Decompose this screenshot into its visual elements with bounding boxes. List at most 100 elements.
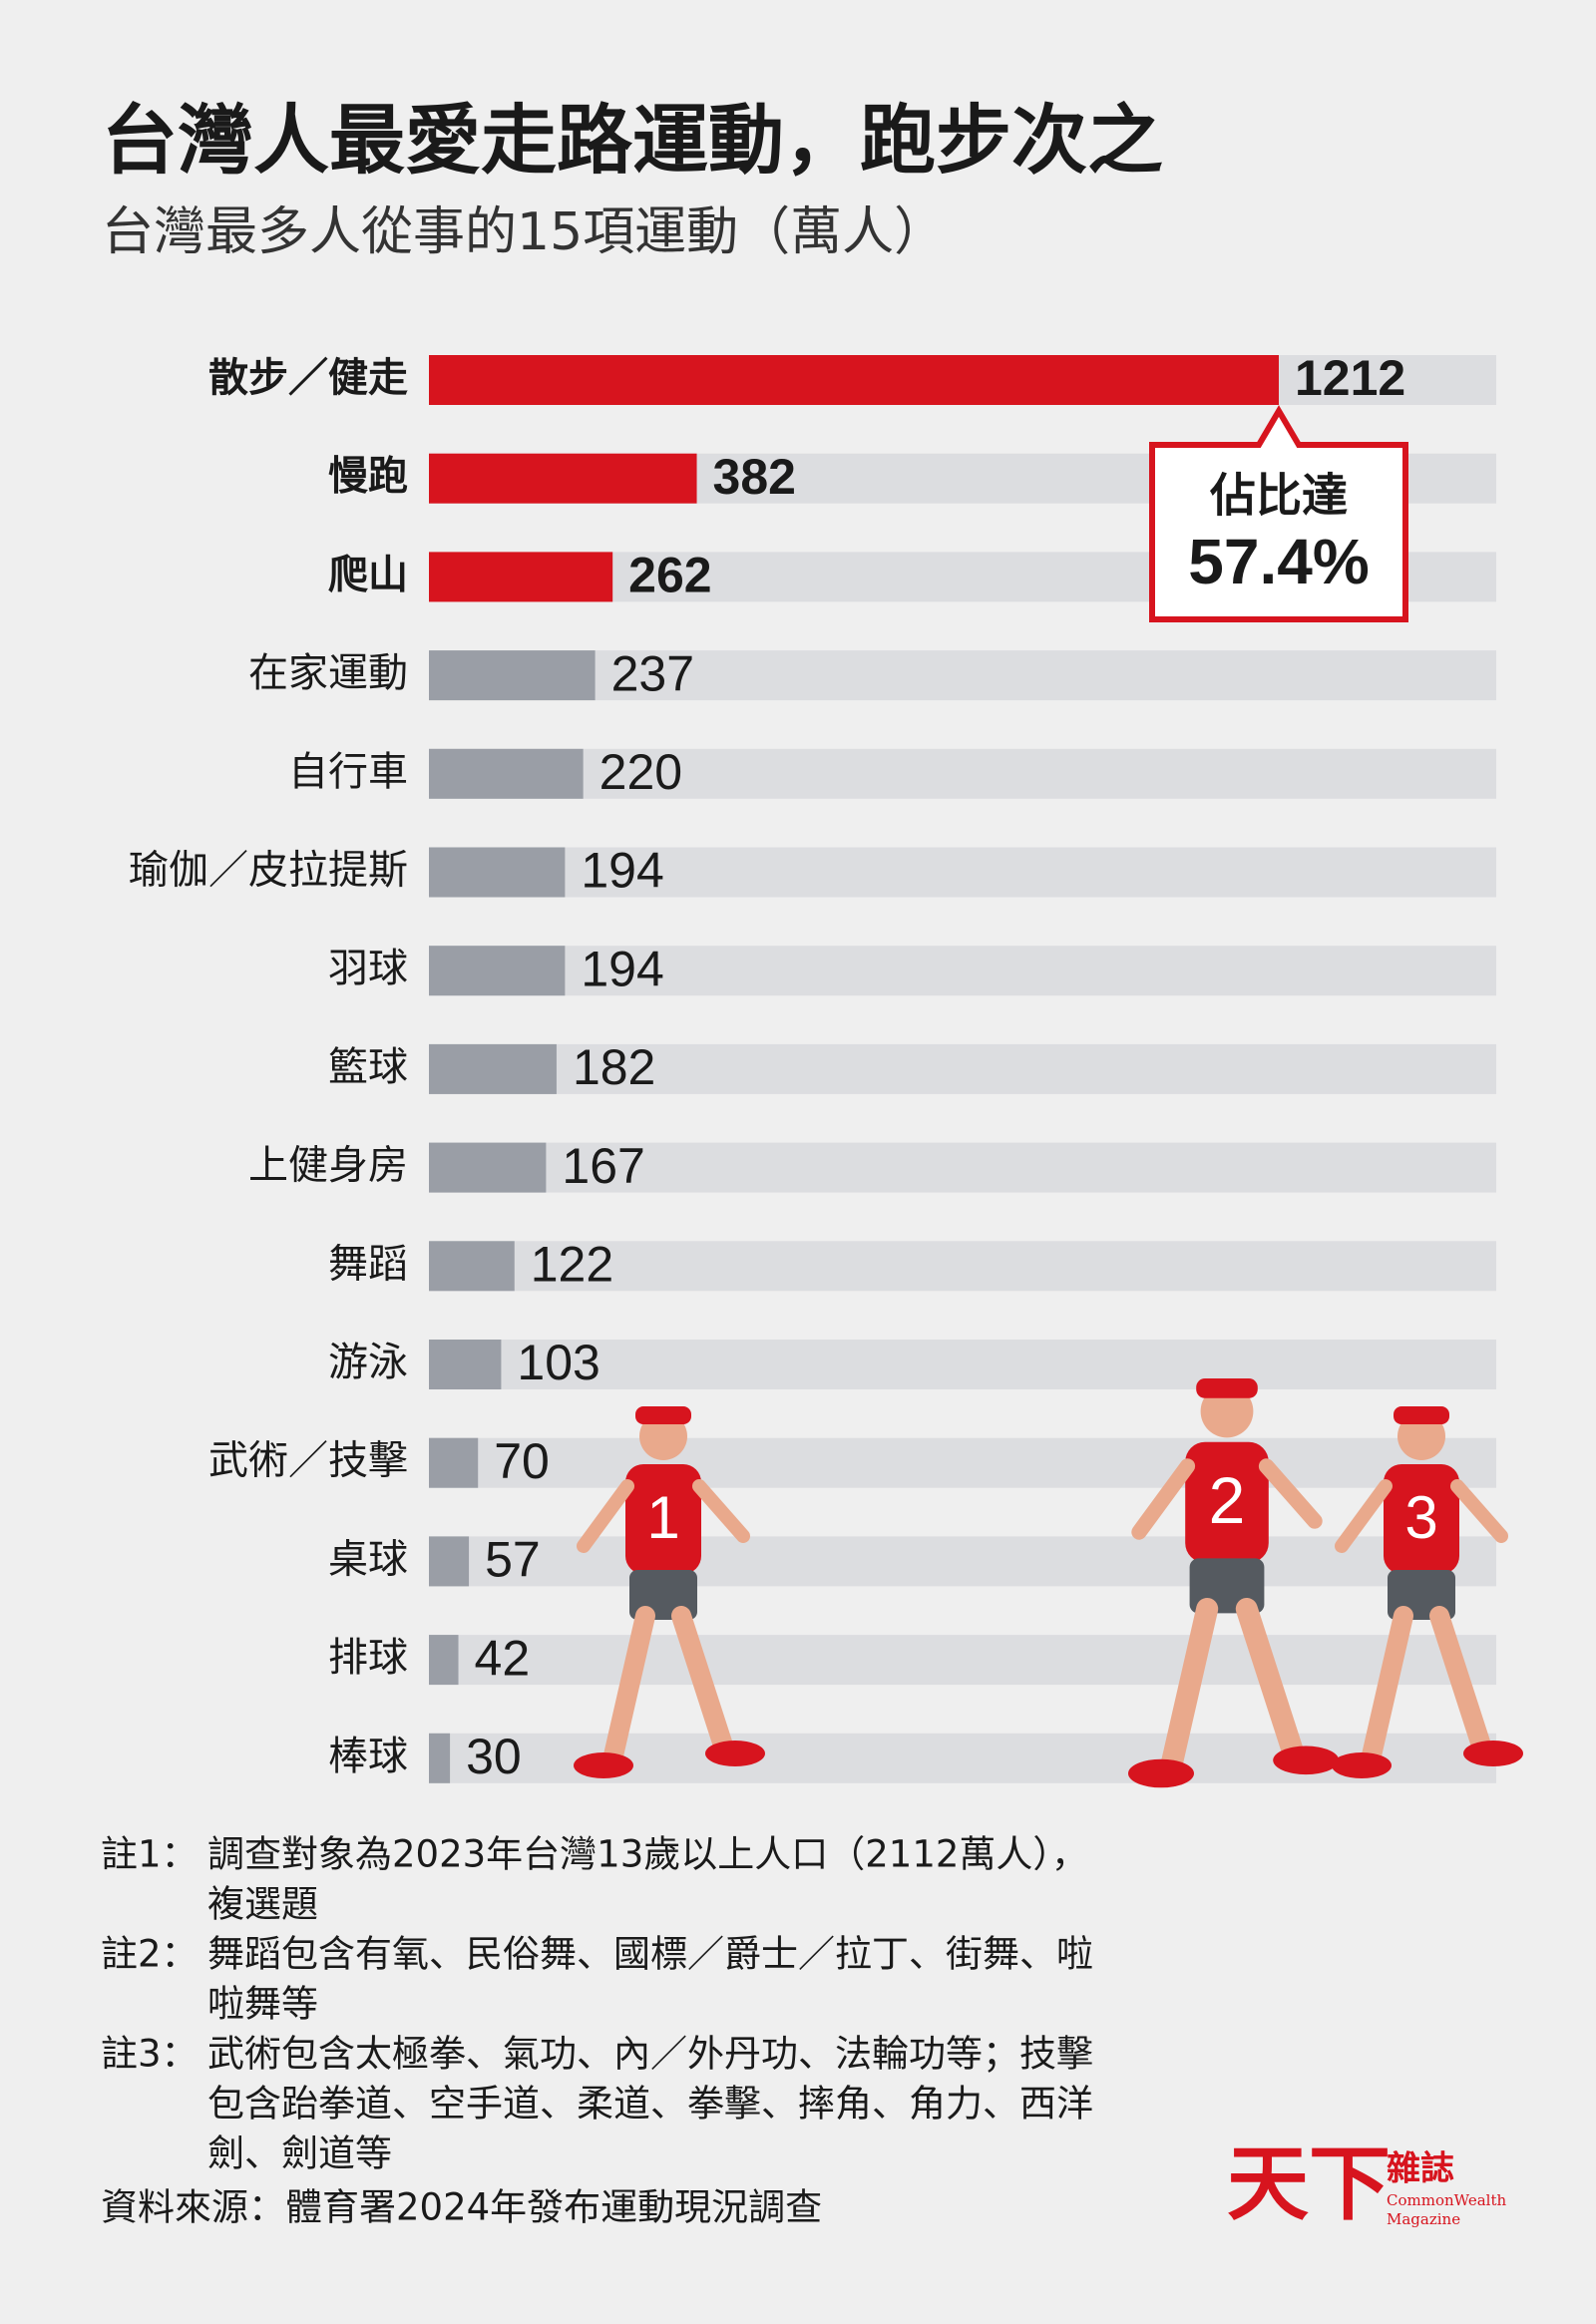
category-label: 瑜伽／皮拉提斯 bbox=[129, 848, 408, 894]
bar bbox=[429, 1340, 502, 1389]
legs bbox=[1160, 1598, 1305, 1774]
shoe bbox=[1128, 1758, 1194, 1788]
note-text: 包含跆拳道、空手道、柔道、拳擊、摔角、角力、西洋 bbox=[207, 2083, 1093, 2126]
shirt bbox=[1384, 1464, 1459, 1574]
value-label: 57 bbox=[485, 1532, 541, 1588]
value-label: 70 bbox=[494, 1433, 550, 1489]
arms bbox=[1335, 1479, 1508, 1553]
figure-number: 2 bbox=[1209, 1463, 1246, 1537]
track bbox=[429, 1241, 1496, 1292]
chart-title: 台灣人最愛走路運動，跑步次之 bbox=[102, 96, 1163, 185]
note-label: 註2： bbox=[101, 1933, 199, 1976]
value-label: 182 bbox=[573, 1039, 655, 1095]
category-label: 排球 bbox=[328, 1635, 408, 1681]
cap bbox=[1394, 1406, 1449, 1424]
logo-en: Magazine bbox=[1387, 2210, 1460, 2228]
runner-figure: 1 bbox=[574, 1406, 765, 1778]
track bbox=[429, 847, 1496, 898]
note-text: 舞蹈包含有氧、民俗舞、國標／爵士／拉丁、街舞、啦 bbox=[207, 1933, 1093, 1976]
track bbox=[429, 650, 1496, 701]
runner-figure: 2 bbox=[1128, 1378, 1340, 1788]
figure-number: 3 bbox=[1404, 1484, 1437, 1551]
value-label: 220 bbox=[599, 744, 682, 800]
note-label: 註1： bbox=[101, 1833, 199, 1876]
shoe bbox=[574, 1752, 633, 1778]
category-label: 籃球 bbox=[328, 1044, 408, 1090]
value-label: 42 bbox=[475, 1630, 531, 1686]
bar bbox=[429, 748, 584, 799]
track bbox=[429, 1142, 1496, 1193]
track bbox=[429, 1635, 1496, 1686]
bar bbox=[429, 355, 1279, 405]
bar bbox=[429, 1733, 451, 1783]
track bbox=[429, 1043, 1496, 1094]
note-text: 複選題 bbox=[207, 1883, 318, 1926]
category-label: 上健身房 bbox=[248, 1143, 408, 1189]
bar bbox=[429, 1142, 547, 1193]
legs bbox=[603, 1606, 733, 1765]
value-label: 30 bbox=[466, 1729, 522, 1784]
shirt bbox=[625, 1464, 701, 1574]
logo-sub: 雜誌 bbox=[1387, 2149, 1454, 2189]
bar bbox=[429, 946, 566, 996]
runner-figure: 3 bbox=[1332, 1406, 1523, 1778]
category-label: 舞蹈 bbox=[328, 1241, 408, 1287]
callout-label: 佔比達 bbox=[1209, 469, 1348, 523]
source: 資料來源：體育署2024年發布運動現況調查 bbox=[101, 2186, 822, 2229]
category-label: 爬山 bbox=[328, 552, 408, 597]
track bbox=[429, 946, 1496, 996]
value-label: 167 bbox=[562, 1138, 644, 1194]
category-label: 自行車 bbox=[288, 749, 408, 795]
bar bbox=[429, 847, 566, 898]
figure-number: 1 bbox=[646, 1484, 679, 1551]
logo-name: 天下 bbox=[1227, 2135, 1391, 2231]
value-label: 194 bbox=[581, 941, 663, 996]
note-text: 啦舞等 bbox=[207, 1983, 318, 2026]
value-label: 1212 bbox=[1295, 350, 1405, 406]
logo-en: CommonWealth bbox=[1387, 2191, 1506, 2209]
track bbox=[429, 1536, 1496, 1587]
note-text: 調查對象為2023年台灣13歲以上人口（2112萬人）， bbox=[207, 1833, 1088, 1876]
category-label: 游泳 bbox=[328, 1340, 408, 1385]
track bbox=[429, 1437, 1496, 1488]
category-label: 在家運動 bbox=[248, 650, 408, 696]
value-label: 194 bbox=[581, 843, 663, 899]
value-label: 122 bbox=[531, 1237, 613, 1293]
category-label: 棒球 bbox=[328, 1734, 408, 1779]
bar bbox=[429, 1536, 470, 1587]
note-label: 註3： bbox=[101, 2033, 199, 2076]
bar bbox=[429, 1437, 479, 1488]
value-label: 262 bbox=[628, 548, 711, 603]
note-text: 武術包含太極拳、氣功、內／外丹功、法輪功等；技擊 bbox=[207, 2033, 1093, 2076]
arms bbox=[577, 1479, 750, 1553]
category-label: 慢跑 bbox=[328, 454, 408, 500]
arms bbox=[1131, 1458, 1323, 1540]
value-label: 382 bbox=[713, 449, 796, 505]
shoe bbox=[1463, 1741, 1523, 1766]
callout-value: 57.4% bbox=[1188, 526, 1369, 597]
category-label: 武術／技擊 bbox=[208, 1438, 408, 1484]
category-label: 桌球 bbox=[328, 1536, 408, 1582]
bar bbox=[429, 552, 613, 602]
cap bbox=[635, 1406, 691, 1424]
shoe bbox=[705, 1741, 765, 1766]
bar bbox=[429, 1635, 459, 1686]
legs bbox=[1362, 1606, 1491, 1765]
callout-box bbox=[1149, 405, 1408, 622]
shoe bbox=[1273, 1745, 1340, 1775]
chart-subtitle: 台灣最多人從事的15項運動（萬人） bbox=[102, 202, 946, 262]
bar bbox=[429, 1043, 557, 1094]
bar bbox=[429, 1241, 515, 1292]
note-text: 劍、劍道等 bbox=[207, 2132, 392, 2175]
category-label: 羽球 bbox=[328, 946, 408, 991]
bar bbox=[429, 650, 596, 701]
shoe bbox=[1332, 1752, 1392, 1778]
category-label: 散步／健走 bbox=[208, 355, 408, 401]
cap bbox=[1196, 1378, 1258, 1398]
track bbox=[429, 748, 1496, 799]
value-label: 103 bbox=[517, 1335, 599, 1390]
bar bbox=[429, 453, 697, 504]
value-label: 237 bbox=[611, 645, 694, 701]
track bbox=[429, 1340, 1496, 1389]
